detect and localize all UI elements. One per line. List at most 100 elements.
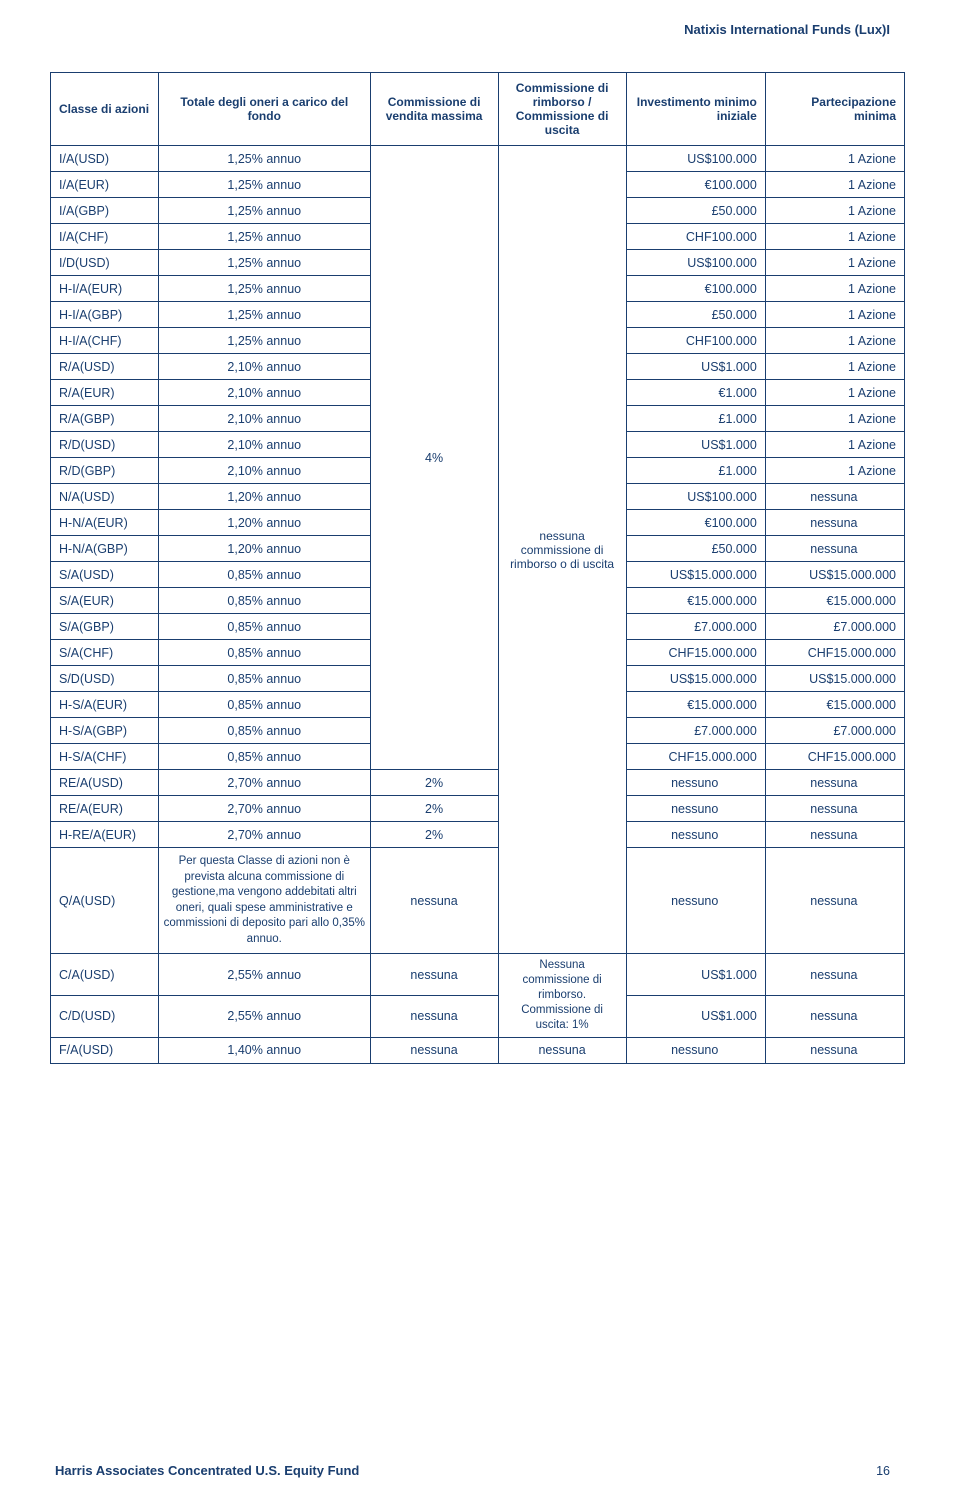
cell: £1.000 [626, 458, 765, 484]
cell: 2,10% annuo [159, 432, 371, 458]
cell: 1,25% annuo [159, 250, 371, 276]
document-header: Natixis International Funds (Lux)I [684, 22, 890, 37]
cell: 2,70% annuo [159, 796, 371, 822]
cell: US$100.000 [626, 250, 765, 276]
fee-table-wrap: Classe di azioni Totale degli oneri a ca… [50, 72, 905, 1064]
cell: 1,25% annuo [159, 198, 371, 224]
col-header-class: Classe di azioni [51, 73, 159, 146]
cell: nessuna [765, 484, 904, 510]
table-row: C/A(USD)2,55% annuonessunaNessuna commis… [51, 954, 905, 996]
cell: €15.000.000 [626, 588, 765, 614]
cell: 0,85% annuo [159, 614, 371, 640]
cell: €100.000 [626, 276, 765, 302]
cell: H-S/A(EUR) [51, 692, 159, 718]
cell: I/A(USD) [51, 146, 159, 172]
cell: £7.000.000 [626, 718, 765, 744]
cell: N/A(USD) [51, 484, 159, 510]
table-header-row: Classe di azioni Totale degli oneri a ca… [51, 73, 905, 146]
table-row: C/D(USD)2,55% annuonessunaUS$1.000nessun… [51, 995, 905, 1037]
cell: US$15.000.000 [626, 666, 765, 692]
cell: nessuna [765, 796, 904, 822]
cell: US$1.000 [626, 995, 765, 1037]
cell: R/A(USD) [51, 354, 159, 380]
cell: £50.000 [626, 536, 765, 562]
cell: 2,10% annuo [159, 458, 371, 484]
cell: Nessuna commissione di rimborso. Commiss… [498, 954, 626, 1038]
cell: R/A(EUR) [51, 380, 159, 406]
cell: nessuna [498, 1037, 626, 1063]
cell: CHF15.000.000 [626, 640, 765, 666]
cell: CHF15.000.000 [626, 744, 765, 770]
cell: nessuno [626, 848, 765, 954]
cell: 1,20% annuo [159, 510, 371, 536]
cell: 1 Azione [765, 458, 904, 484]
cell: US$1.000 [626, 432, 765, 458]
cell: F/A(USD) [51, 1037, 159, 1063]
cell: nessuna [765, 510, 904, 536]
cell: £7.000.000 [765, 718, 904, 744]
cell: I/A(GBP) [51, 198, 159, 224]
cell: 1 Azione [765, 276, 904, 302]
cell: 1 Azione [765, 198, 904, 224]
col-header-mininv: Investimento minimo iniziale [626, 73, 765, 146]
cell: 0,85% annuo [159, 692, 371, 718]
cell: nessuna [370, 1037, 498, 1063]
cell: H-I/A(CHF) [51, 328, 159, 354]
cell: US$15.000.000 [626, 562, 765, 588]
cell: €15.000.000 [626, 692, 765, 718]
cell: €15.000.000 [765, 692, 904, 718]
cell: 1,25% annuo [159, 302, 371, 328]
cell: US$1.000 [626, 354, 765, 380]
cell: nessuna [765, 954, 904, 996]
cell: £1.000 [626, 406, 765, 432]
cell: I/D(USD) [51, 250, 159, 276]
cell: CHF15.000.000 [765, 744, 904, 770]
cell: CHF100.000 [626, 328, 765, 354]
table-row: F/A(USD)1,40% annuonessunanessunanessuno… [51, 1037, 905, 1063]
cell: 1 Azione [765, 224, 904, 250]
cell: 1 Azione [765, 380, 904, 406]
cell: 1 Azione [765, 354, 904, 380]
cell: nessuna [765, 1037, 904, 1063]
cell: nessuno [626, 796, 765, 822]
cell: nessuna [765, 770, 904, 796]
cell: 1 Azione [765, 302, 904, 328]
cell: S/A(GBP) [51, 614, 159, 640]
col-header-sale: Commissione di vendita massima [370, 73, 498, 146]
cell: US$100.000 [626, 484, 765, 510]
cell: RE/A(USD) [51, 770, 159, 796]
cell: £7.000.000 [626, 614, 765, 640]
cell: 1 Azione [765, 406, 904, 432]
cell: nessuna [765, 995, 904, 1037]
cell: 2,70% annuo [159, 822, 371, 848]
cell: 2% [370, 822, 498, 848]
cell: H-I/A(GBP) [51, 302, 159, 328]
cell: H-S/A(GBP) [51, 718, 159, 744]
cell: CHF100.000 [626, 224, 765, 250]
cell: US$1.000 [626, 954, 765, 996]
cell: €100.000 [626, 510, 765, 536]
cell: nessuna commissione di rimborso o di usc… [498, 146, 626, 954]
table-row: RE/A(USD)2,70% annuo2%nessunonessuna [51, 770, 905, 796]
cell: 1,25% annuo [159, 276, 371, 302]
cell: 2,10% annuo [159, 354, 371, 380]
cell: S/D(USD) [51, 666, 159, 692]
cell: US$100.000 [626, 146, 765, 172]
cell: 1 Azione [765, 172, 904, 198]
cell: RE/A(EUR) [51, 796, 159, 822]
cell: 1 Azione [765, 432, 904, 458]
cell: R/A(GBP) [51, 406, 159, 432]
cell: C/D(USD) [51, 995, 159, 1037]
cell: 1,25% annuo [159, 224, 371, 250]
cell: nessuna [765, 822, 904, 848]
cell: R/D(GBP) [51, 458, 159, 484]
page-number: 16 [876, 1464, 890, 1478]
table-row: I/A(USD)1,25% annuo4%nessuna commissione… [51, 146, 905, 172]
cell: 1,25% annuo [159, 146, 371, 172]
cell: 2,10% annuo [159, 406, 371, 432]
cell: 1 Azione [765, 250, 904, 276]
table-row: Q/A(USD)Per questa Classe di azioni non … [51, 848, 905, 954]
col-header-minpart: Partecipazione minima [765, 73, 904, 146]
cell: nessuna [765, 536, 904, 562]
cell: 2,55% annuo [159, 954, 371, 996]
